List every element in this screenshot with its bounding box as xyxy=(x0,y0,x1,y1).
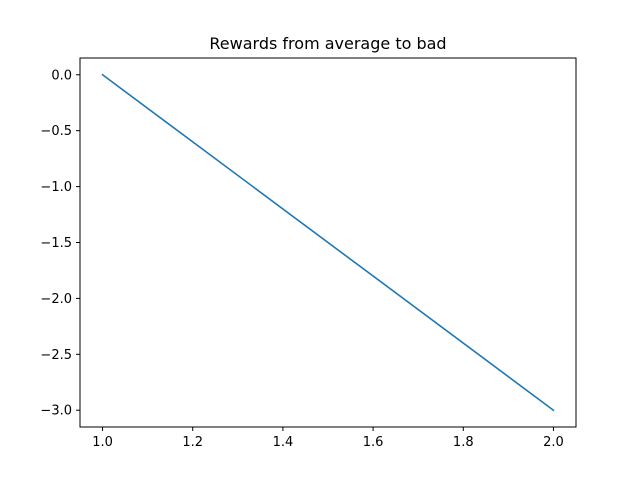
x-tick-label: 1.2 xyxy=(182,435,203,450)
y-tick-label: −1.0 xyxy=(40,180,72,195)
y-tick-label: 0.0 xyxy=(51,68,72,83)
x-tick-label: 1.8 xyxy=(453,435,474,450)
x-tick-label: 2.0 xyxy=(543,435,564,450)
y-axis: 0.0 −0.5 −1.0 −1.5 −2.0 −2.5 −3.0 xyxy=(40,68,80,419)
x-tick-label: 1.4 xyxy=(273,435,294,450)
y-tick-label: −2.0 xyxy=(40,292,72,307)
x-tick-label: 1.6 xyxy=(363,435,384,450)
y-tick-label: −0.5 xyxy=(40,124,72,139)
series-line xyxy=(101,73,555,412)
y-tick-label: −3.0 xyxy=(40,404,72,419)
x-tick-label: 1.0 xyxy=(92,435,113,450)
chart-title: Rewards from average to bad xyxy=(209,34,446,53)
x-axis: 1.0 1.2 1.4 1.6 1.8 2.0 xyxy=(92,427,564,450)
y-tick-label: −2.5 xyxy=(40,348,72,363)
series-layer xyxy=(101,73,555,412)
y-tick-label: −1.5 xyxy=(40,236,72,251)
